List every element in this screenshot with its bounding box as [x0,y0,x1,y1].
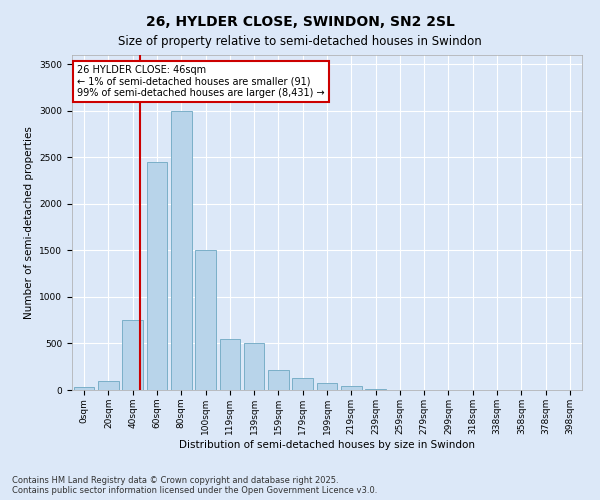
Bar [146,162,167,390]
Y-axis label: Number of semi-detached properties: Number of semi-detached properties [24,126,34,319]
Bar [268,370,289,390]
Bar [195,250,216,390]
Bar [122,320,143,390]
Text: Size of property relative to semi-detached houses in Swindon: Size of property relative to semi-detach… [118,35,482,48]
Bar [74,387,94,390]
Bar [292,378,313,390]
Bar [341,386,362,390]
Text: 26 HYLDER CLOSE: 46sqm
← 1% of semi-detached houses are smaller (91)
99% of semi: 26 HYLDER CLOSE: 46sqm ← 1% of semi-deta… [77,65,325,98]
Text: Contains HM Land Registry data © Crown copyright and database right 2025.
Contai: Contains HM Land Registry data © Crown c… [12,476,377,495]
Bar [244,344,265,390]
Bar [220,339,240,390]
Bar [171,111,191,390]
X-axis label: Distribution of semi-detached houses by size in Swindon: Distribution of semi-detached houses by … [179,440,475,450]
Bar [365,388,386,390]
Bar [317,383,337,390]
Text: 26, HYLDER CLOSE, SWINDON, SN2 2SL: 26, HYLDER CLOSE, SWINDON, SN2 2SL [146,15,454,29]
Bar [98,380,119,390]
